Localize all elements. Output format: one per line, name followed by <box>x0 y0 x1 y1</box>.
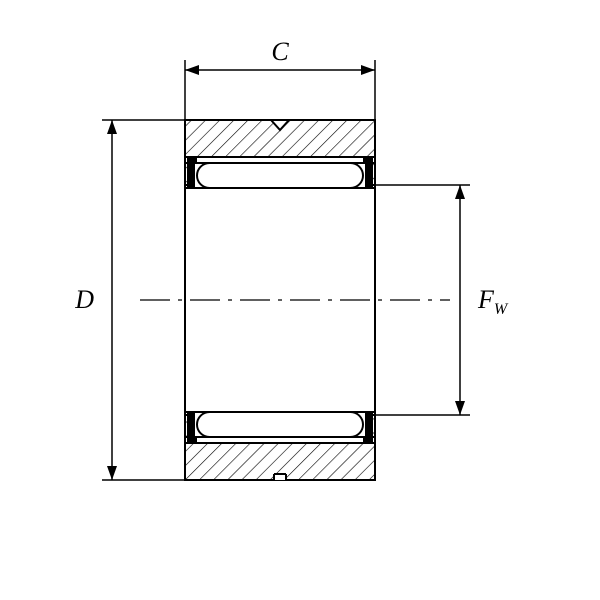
dim-label-c: C <box>271 37 289 66</box>
arrowhead <box>107 466 117 480</box>
arrowhead <box>107 120 117 134</box>
bearing-cross-section: C D FW <box>0 0 600 600</box>
dim-label-d: D <box>74 285 94 314</box>
arrowhead <box>455 401 465 415</box>
dim-label-fw: FW <box>477 285 509 318</box>
arrowhead <box>361 65 375 75</box>
arrowhead <box>185 65 199 75</box>
roller-top <box>197 163 363 188</box>
roller-bottom <box>197 412 363 437</box>
arrowhead <box>455 185 465 199</box>
